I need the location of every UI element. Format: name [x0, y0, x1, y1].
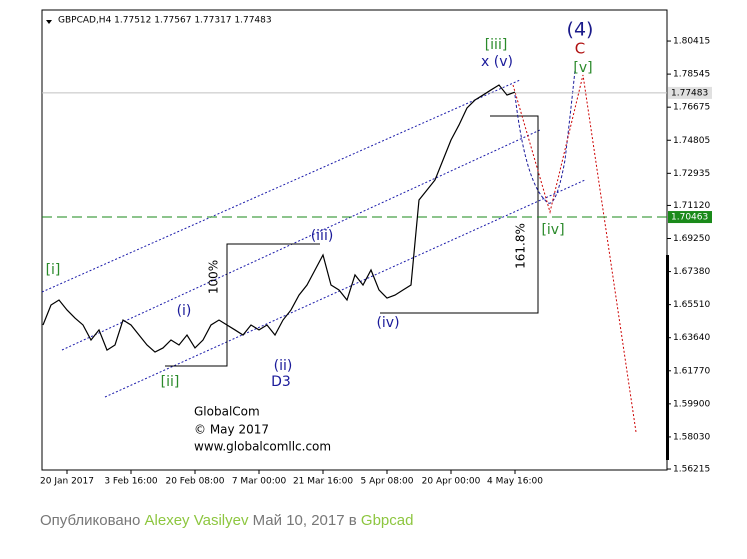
- price-label: 1.77483: [671, 88, 708, 98]
- author-link[interactable]: Alexey Vasilyev: [144, 512, 249, 529]
- wave-label: x (v): [481, 54, 513, 70]
- price-line-series: [42, 84, 516, 353]
- wave-label: [v]: [573, 60, 592, 76]
- projection-blue: [514, 69, 576, 204]
- price-label: 1.70463: [671, 213, 708, 223]
- plot-frame: [41, 9, 668, 471]
- watermark: © May 2017: [194, 423, 269, 437]
- wave-label: D3: [271, 374, 291, 390]
- wave-label: [iii]: [485, 37, 508, 53]
- footer-date: Май 10, 2017: [252, 512, 345, 529]
- y-tick-label: 1.56215: [673, 465, 710, 475]
- y-tick-label: 1.78545: [673, 70, 710, 80]
- boxes: [165, 115, 539, 367]
- menu-triangle: [46, 20, 52, 24]
- wave-label: (iv): [376, 315, 399, 331]
- x-tick-label: 21 Mar 16:00: [293, 477, 353, 487]
- ratio-label: 161.8%: [514, 223, 528, 269]
- footer: Опубликовано Alexey Vasilyev Май 10, 201…: [40, 512, 413, 529]
- y-tick-label: 1.76675: [673, 103, 710, 113]
- y-tick-label: 1.67380: [673, 267, 710, 277]
- projection-red: [512, 74, 637, 433]
- wave-label: (iii): [311, 228, 334, 244]
- footer-in: в: [348, 512, 357, 529]
- topic-link[interactable]: Gbpcad: [360, 512, 414, 529]
- wave-label: [iv]: [541, 222, 564, 238]
- y-tick-label: 1.74805: [673, 136, 710, 146]
- price-box: [668, 86, 712, 99]
- x-tick-label: 20 Feb 08:00: [165, 477, 224, 487]
- channels: [41, 79, 586, 398]
- x-tick-label: 4 May 16:00: [487, 477, 543, 487]
- x-tick-label: 20 Apr 00:00: [422, 477, 481, 487]
- header: GBPCAD,H4 1.77512 1.77567 1.77317 1.7748…: [58, 16, 272, 26]
- footer-prefix: Опубликовано: [40, 512, 141, 529]
- y-tick-label: 1.80415: [673, 37, 710, 47]
- scroll-marker: [666, 255, 669, 460]
- price-box: [668, 211, 712, 224]
- wave-label: (ii): [274, 358, 293, 374]
- y-tick-label: 1.59900: [673, 399, 710, 409]
- watermark: www.globalcomllc.com: [194, 440, 331, 454]
- wave-label: (4): [567, 19, 594, 41]
- x-tick-label: 7 Mar 00:00: [232, 477, 287, 487]
- chart: GBPCAD,H4 1.77512 1.77567 1.77317 1.7748…: [40, 9, 712, 487]
- y-tick-label: 1.69250: [673, 234, 710, 244]
- wave-label: (i): [177, 303, 192, 319]
- wave-label: [i]: [46, 262, 61, 278]
- ratio-label: 100%: [207, 260, 221, 294]
- y-tick-label: 1.72935: [673, 169, 710, 179]
- y-tick-label: 1.63640: [673, 333, 710, 343]
- y-tick-label: 1.65510: [673, 300, 710, 310]
- x-tick-label: 3 Feb 16:00: [104, 477, 158, 487]
- x-tick-label: 5 Apr 08:00: [361, 477, 414, 487]
- wave-label: C: [575, 40, 585, 58]
- y-tick-label: 1.58030: [673, 432, 710, 442]
- y-tick-label: 1.61770: [673, 366, 710, 376]
- watermark: GlobalCom: [194, 405, 260, 419]
- wave-label: [ii]: [161, 374, 180, 390]
- y-tick-label: 1.71120: [673, 201, 710, 211]
- x-tick-label: 20 Jan 2017: [40, 477, 94, 487]
